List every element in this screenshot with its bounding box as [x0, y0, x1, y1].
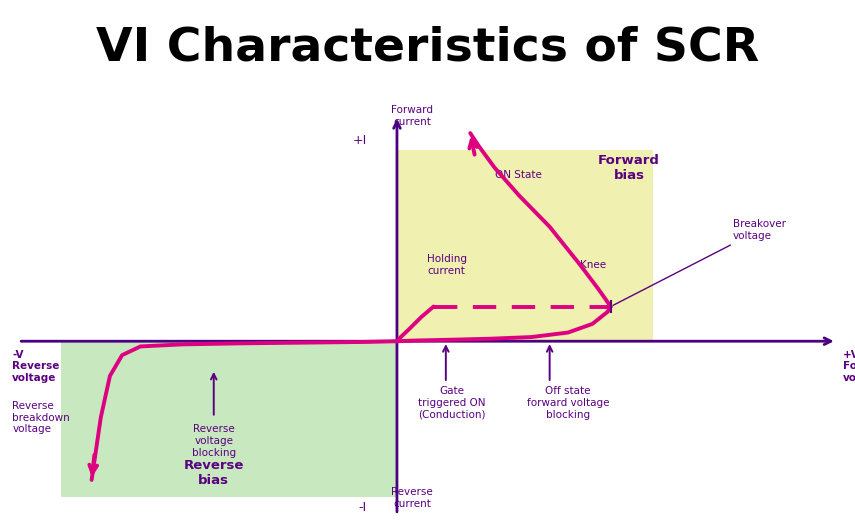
- Bar: [61, 341, 397, 497]
- Text: Off state
forward voltage
blocking: Off state forward voltage blocking: [527, 386, 610, 420]
- Text: +V
Forward
voltage: +V Forward voltage: [843, 350, 855, 383]
- Text: Gate
triggered ON
(Conduction): Gate triggered ON (Conduction): [418, 386, 486, 420]
- Text: Holding
current: Holding current: [428, 254, 468, 276]
- Text: Knee: Knee: [581, 260, 606, 270]
- Text: -I: -I: [358, 501, 367, 514]
- Text: VI Characteristics of SCR: VI Characteristics of SCR: [96, 26, 759, 71]
- Text: Forward
current: Forward current: [392, 105, 433, 127]
- Text: Reverse
breakdown
voltage: Reverse breakdown voltage: [12, 401, 70, 434]
- Bar: [397, 151, 653, 341]
- Text: Reverse
bias: Reverse bias: [184, 459, 244, 487]
- Text: Breakover
voltage: Breakover voltage: [613, 219, 786, 305]
- Text: Reverse
current: Reverse current: [392, 487, 433, 509]
- Text: -V
Reverse
voltage: -V Reverse voltage: [12, 350, 60, 383]
- Text: Reverse
voltage
blocking: Reverse voltage blocking: [192, 425, 236, 458]
- Text: +I: +I: [352, 134, 367, 146]
- Text: Forward
bias: Forward bias: [598, 154, 660, 182]
- Text: ON State: ON State: [495, 170, 541, 180]
